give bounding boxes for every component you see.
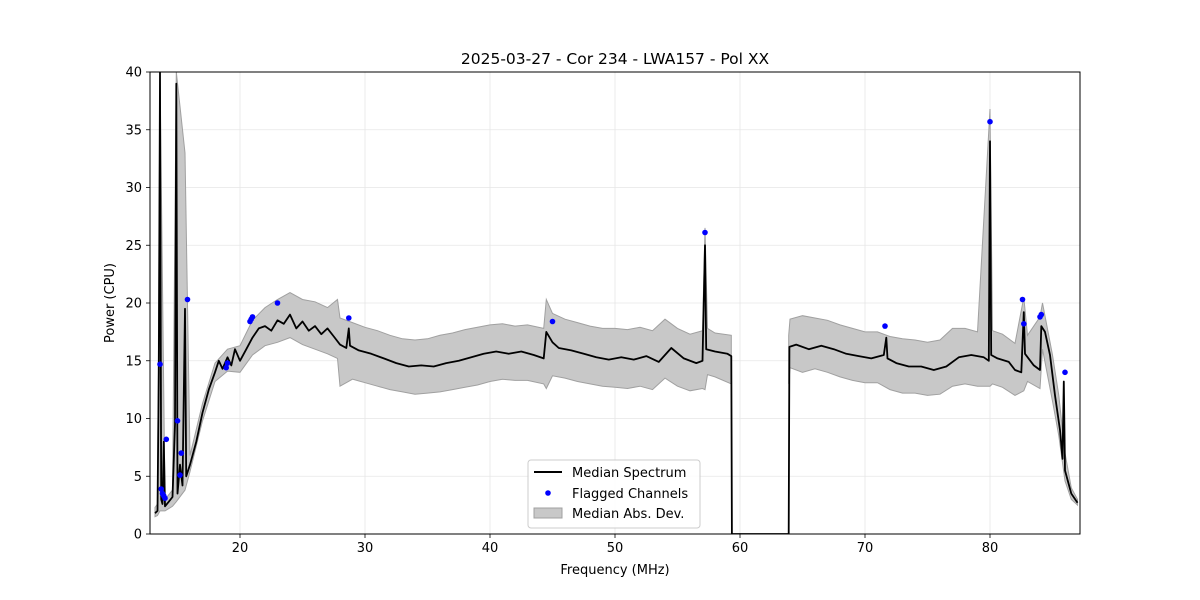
flagged-channel-point	[1021, 321, 1027, 327]
flagged-channel-point	[987, 118, 993, 125]
flagged-channel-point	[162, 495, 168, 502]
y-tick-label: 15	[125, 354, 142, 369]
y-tick-label: 20	[125, 297, 142, 312]
flagged-channel-point	[346, 315, 352, 321]
y-tick-label: 40	[125, 66, 142, 81]
flagged-channel-point	[174, 418, 181, 424]
x-tick-label: 30	[357, 541, 374, 556]
y-tick-label: 10	[125, 412, 142, 427]
axis-ticks: 20 30 40 50 60 70 80 0 5 10 15 20 25 30 35 40	[125, 66, 998, 557]
flagged-channel-point	[249, 314, 256, 320]
flagged-channel-point	[224, 360, 231, 366]
flagged-channel-point	[184, 296, 191, 303]
x-tick-label: 80	[982, 541, 999, 556]
flagged-channel-point	[178, 450, 185, 456]
y-axis-label: Power (CPU)	[103, 263, 118, 343]
legend-median-label: Median Spectrum	[572, 466, 686, 481]
x-axis-label: Frequency (MHz)	[560, 563, 669, 578]
flagged-channel-point	[549, 318, 556, 325]
y-tick-label: 25	[125, 239, 142, 254]
flagged-channel-point	[223, 364, 229, 371]
axes-frame	[149, 71, 1081, 535]
chart-title: 2025-03-27 - Cor 234 - LWA157 - Pol XX	[461, 50, 770, 68]
flagged-channel-point	[158, 486, 164, 492]
legend-flagged-label: Flagged Channels	[572, 487, 688, 502]
median-spectrum-line	[154, 72, 1079, 534]
y-tick-label: 0	[134, 528, 142, 543]
plot-area	[154, 72, 1079, 534]
legend-mad-swatch	[533, 507, 563, 519]
flagged-channel-point	[882, 323, 888, 329]
x-tick-label: 20	[232, 541, 249, 556]
legend: Median Spectrum Flagged Channels Median …	[527, 459, 701, 529]
legend-box	[527, 459, 701, 529]
x-tick-label: 70	[857, 541, 874, 556]
flagged-channel-point	[1038, 311, 1045, 318]
mad-band-segment	[788, 108, 1078, 507]
flagged-channel-point	[177, 472, 183, 478]
x-tick-label: 50	[607, 541, 624, 556]
flagged-channel-point	[274, 300, 281, 306]
flagged-channel-point	[157, 361, 163, 368]
x-tick-label: 40	[482, 541, 499, 556]
flagged-channel-point	[1019, 296, 1026, 303]
y-tick-label: 35	[125, 123, 142, 138]
legend-mad-label: Median Abs. Dev.	[572, 507, 684, 522]
legend-flagged-swatch	[545, 490, 551, 496]
flagged-channel-point	[702, 229, 708, 236]
flagged-channel-point	[163, 436, 170, 443]
x-tick-label: 60	[732, 541, 749, 556]
y-tick-label: 30	[125, 181, 142, 196]
y-tick-label: 5	[134, 470, 142, 485]
flagged-channel-point	[1062, 369, 1068, 376]
